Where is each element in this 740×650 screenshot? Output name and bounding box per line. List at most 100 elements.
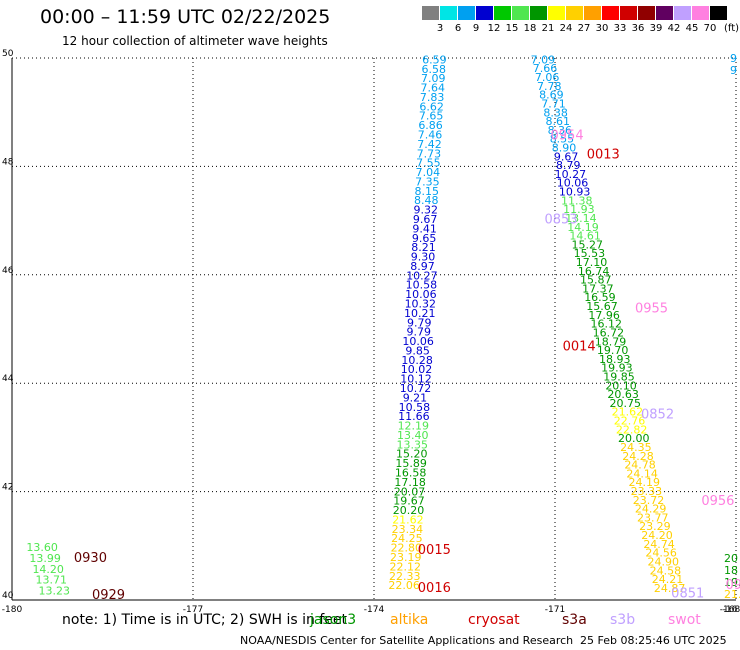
pass-time-label: 0929	[92, 588, 125, 603]
pass-time-label: 0014	[563, 340, 596, 355]
color-swatch	[494, 6, 511, 20]
y-tick-label: 46	[2, 266, 14, 276]
data-label-track-b: 16.59	[584, 291, 616, 304]
color-scale-tick-label: 24	[559, 23, 573, 34]
data-label-track-b: 15.67	[586, 300, 618, 313]
color-swatch	[530, 6, 547, 20]
data-label-track-a: 9.21	[403, 391, 428, 404]
color-swatch	[440, 6, 457, 20]
generation-timestamp: 25 Feb 08:25:46 UTC 2025	[580, 634, 727, 647]
satellite-legend-cryosat: cryosat	[468, 612, 520, 628]
data-label-track-b: 20.63	[607, 388, 639, 401]
axis-ticks: -180 -177 -174 -171 -168-16 50 48 46 44 42 40	[2, 49, 740, 615]
data-label-track-b: 24.20	[641, 529, 673, 542]
pass-time-label: 0015	[418, 543, 451, 558]
data-label-track-b: 16.74	[578, 265, 610, 278]
pass-time-label: 0013	[587, 147, 620, 162]
pass-time-label: 0954	[551, 128, 584, 143]
pass-time-label: 0956	[701, 494, 734, 509]
data-label-track-c: 14.20	[32, 563, 64, 576]
color-swatch	[602, 6, 619, 20]
color-swatch	[692, 6, 709, 20]
satellite-legend-jason3: jason3	[310, 612, 357, 628]
color-swatch	[476, 6, 493, 20]
data-label-track-a: 22.80	[391, 542, 423, 555]
data-label-track-a: 10.27	[406, 269, 438, 282]
color-scale-tick-label: 27	[577, 23, 591, 34]
credit-line: NOAA/NESDIS Center for Satellite Applica…	[240, 634, 574, 647]
data-label-track-b: 11.38	[561, 194, 593, 207]
data-label-track-b: 15.27	[572, 238, 604, 251]
color-swatch	[422, 6, 439, 20]
chart-title: 00:00 – 11:59 UTC 02/22/2025	[40, 6, 331, 28]
satellite-legend-s3a: s3a	[562, 612, 587, 628]
data-label-track-b: 24.35	[620, 441, 652, 454]
color-scale-unit: (ft)	[724, 23, 740, 34]
data-label-track-b: 17.10	[576, 256, 608, 269]
data-label-track-a: 15.20	[396, 448, 428, 461]
data-label-track-b: 24.78	[624, 459, 656, 472]
data-label-track-a: 7.73	[417, 147, 442, 160]
data-label-track-a: 8.97	[410, 260, 435, 273]
data-label-track-c: 13.23	[38, 585, 70, 598]
data-label-track-b: 8.55	[550, 133, 575, 146]
color-scale-tick-label: 6	[454, 23, 462, 34]
data-label-track-b: 13.14	[565, 212, 597, 225]
data-label-track-a: 8.15	[415, 185, 440, 198]
data-label-track-b: 7.09	[531, 53, 556, 66]
y-tick-label: 40	[2, 591, 14, 601]
x-tick-label: -180	[2, 605, 23, 615]
pass-time-label: 0016	[418, 581, 451, 596]
data-label-track-b: 22.76	[614, 415, 646, 428]
data-label-track-a: 10.02	[401, 363, 433, 376]
data-label-track-b: 19.93	[601, 362, 633, 375]
wave-height-labels: 6.596.587.097.647.836.627.656.867.467.42…	[26, 52, 740, 601]
data-label-track-a: 10.06	[405, 288, 437, 301]
data-label-track-b: 8.90	[552, 141, 577, 154]
data-label-track-b: 18.79	[595, 335, 627, 348]
data-label-track-d: 19.	[724, 576, 740, 589]
data-label-track-a: 9.41	[412, 222, 437, 235]
color-scale-tick-label: 70	[703, 23, 717, 34]
color-swatch	[620, 6, 637, 20]
color-swatch	[656, 6, 673, 20]
data-label-track-a: 8.48	[414, 194, 439, 207]
data-label-track-a: 12.19	[398, 420, 430, 433]
data-label-track-b: 24.56	[645, 547, 677, 560]
pass-time-label: 0852	[641, 407, 674, 422]
data-label-track-b: 16.72	[593, 326, 625, 339]
color-scale-tick-label: 15	[505, 23, 519, 34]
data-label-track-b: 15.53	[574, 247, 606, 260]
color-scale-tick-label: 33	[613, 23, 627, 34]
data-label-track-a: 24.25	[391, 532, 423, 545]
satellite-legend-s3b: s3b	[610, 612, 636, 628]
color-swatch	[674, 6, 691, 20]
y-tick-label: 42	[2, 483, 13, 493]
color-scale-tick-label: 30	[595, 23, 609, 34]
data-label-track-c: 13.99	[29, 552, 61, 565]
color-swatch	[710, 6, 727, 20]
pass-time-label: 0955	[635, 302, 668, 317]
data-label-track-d: 21.	[724, 588, 740, 601]
data-label-track-b: 22.82	[616, 423, 648, 436]
data-label-track-b: 7.06	[535, 71, 560, 84]
x-tick-label: -171	[545, 605, 565, 615]
data-label-track-b: 7.71	[541, 97, 566, 110]
data-label-track-b: 23.33	[631, 485, 663, 498]
data-label-track-b: 23.72	[633, 494, 665, 507]
color-swatch	[566, 6, 583, 20]
data-label-track-b: 8.38	[543, 106, 568, 119]
color-scale-tick-label: 45	[685, 23, 699, 34]
data-label-track-a: 6.59	[422, 53, 447, 66]
color-scale-tick-label: 9	[472, 23, 480, 34]
data-label-track-b: 20.10	[605, 379, 637, 392]
data-label-track-a: 7.09	[421, 72, 446, 85]
data-label-track-a: 20.07	[394, 485, 426, 498]
data-label-track-b: 23.77	[637, 511, 669, 524]
data-label-track-b: 11.93	[563, 203, 595, 216]
data-label-edge: 9	[730, 64, 737, 77]
data-label-track-a: 16.58	[395, 467, 427, 480]
data-label-track-a: 10.06	[402, 335, 434, 348]
data-label-track-a: 10.32	[405, 298, 437, 311]
